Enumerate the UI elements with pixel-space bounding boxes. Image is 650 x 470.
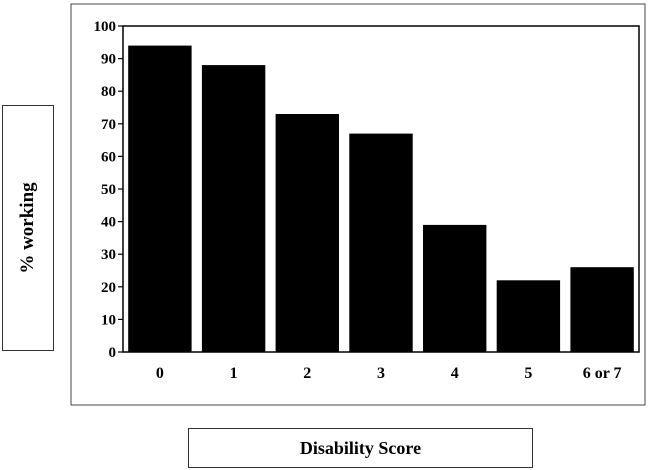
x-tick-label: 1 (230, 365, 238, 382)
bar-2 (275, 114, 339, 352)
bar-1 (201, 65, 266, 352)
y-tick-label: 20 (101, 280, 116, 296)
x-tick-label: 0 (156, 365, 164, 382)
x-tick-label: 4 (451, 365, 459, 382)
y-axis-label-box: % working (2, 105, 54, 351)
y-tick-label: 10 (101, 312, 116, 328)
y-tick-label: 90 (101, 52, 116, 68)
y-tick-label: 70 (101, 117, 116, 133)
bars-layer (128, 45, 634, 352)
bar-3 (349, 133, 413, 352)
y-tick-label: 60 (101, 149, 116, 165)
y-tick-label: 100 (94, 19, 117, 35)
y-axis: 0 10 20 30 40 50 60 70 80 90 100 (94, 19, 123, 361)
x-axis-label: Disability Score (299, 437, 422, 458)
y-tick-label: 80 (101, 84, 116, 100)
x-tick-label: 3 (377, 365, 385, 382)
bar-4 (423, 224, 487, 352)
y-tick-label: 0 (109, 345, 117, 361)
x-tick-label: 6 or 7 (583, 365, 622, 382)
y-tick-label: 40 (101, 215, 116, 231)
y-tick-label: 50 (101, 182, 116, 198)
y-axis-label: % working (17, 182, 38, 274)
x-tick-label: 2 (303, 365, 311, 382)
x-tick-label: 5 (524, 365, 532, 382)
bar-5 (496, 280, 561, 352)
x-axis: 0 1 2 3 4 5 6 or 7 (156, 365, 622, 382)
bar-6-or-7 (570, 267, 634, 352)
bar-0 (128, 45, 192, 352)
y-tick-label: 30 (101, 247, 116, 263)
x-axis-label-box: Disability Score (188, 428, 533, 468)
outer-frame (70, 3, 646, 406)
